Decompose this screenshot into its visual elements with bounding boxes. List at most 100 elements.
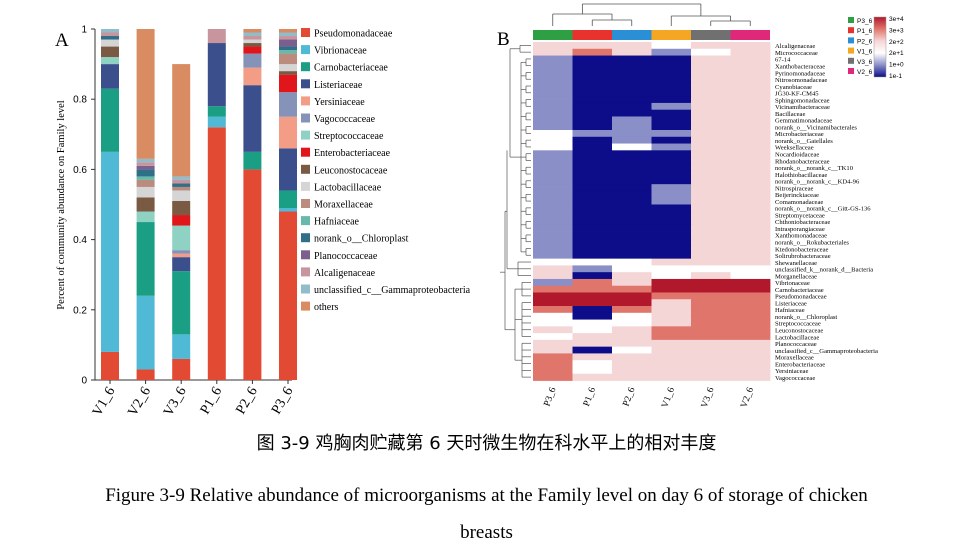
caption-chinese: 图 3-9 鸡胸肉贮藏第 6 天时微生物在科水平上的相对丰度 [256,433,717,454]
legend-entry: Planococcaceae [314,251,378,262]
legend-entry: Yersiniaceae [314,97,365,108]
heatmap-cell [533,62,573,70]
heatmap-cell [691,184,731,192]
heatmap-cell [691,204,731,212]
heatmap-column-label: P2_6 [621,386,637,408]
heatmap-cell [651,150,692,158]
heatmap-cell [691,326,731,334]
bar-segment [172,179,191,184]
heatmap-row-label: Xanthobacteraceae [775,63,825,70]
bar-segment [279,71,297,75]
heatmap-row-label: 67-14 [775,57,791,64]
heatmap-cell [533,170,573,178]
heatmap-cell [651,285,692,293]
heatmap-cell [651,245,692,253]
heatmap-row-label: norank_o__norank_c__Gitt-GS-136 [775,206,871,213]
bar-segment [136,176,155,180]
bar-segment [243,169,262,380]
heatmap-cell [651,360,692,368]
heatmap-cell [651,299,692,307]
bar-segment [207,116,226,128]
heatmap-cell [651,346,692,354]
heatmap-row-label: Streptomycetaceae [775,212,825,219]
heatmap-cell [651,326,692,334]
bar-segment [136,162,155,166]
heatmap-cell [533,218,573,226]
legend-swatch [301,216,310,226]
heatmap-cell [612,177,652,185]
heatmap-cell [730,224,771,232]
heatmap-cell [730,231,771,239]
heatmap-cell [691,231,731,239]
heatmap-row-label: Alcaligenaceae [775,43,815,50]
heatmap-row-label: Weeksellaceae [775,145,814,152]
heatmap-cell [572,96,613,104]
bar-segment [172,64,191,177]
heatmap-cell [730,373,771,381]
heatmap-cell [612,190,652,199]
heatmap-cell [533,102,573,111]
heatmap-cell [612,258,652,266]
bar-segment [279,64,297,72]
heatmap-cell [730,62,771,70]
bar-segment [101,88,119,152]
legend-swatch [301,181,310,191]
bar-segment [207,106,226,117]
heatmap-cell [533,245,573,253]
heatmap-row-label: norank_o__norank_c__KD4-96 [775,179,860,186]
heatmap-cell [612,339,652,348]
panel-b-heatmap: B AlcaligenaceaeMicrococcaceae67-14Xantho… [497,3,904,409]
heatmap-cell [691,163,731,172]
bar-segment [279,53,297,65]
heatmap-cell [572,333,613,341]
heatmap-cell [533,89,573,97]
bar-segment [207,127,226,380]
caption-english-line2: breasts [460,522,513,543]
heatmap-row-label: Enterobacteriaceae [775,361,825,368]
heatmap-cell [612,251,652,260]
bar-segment [101,36,119,40]
bar-segment [243,85,262,152]
column-group-bar [533,30,573,40]
heatmap-cell [612,42,652,50]
legend-entry: Hafniaceae [314,217,360,228]
heatmap-cell [691,306,731,314]
heatmap-cell [533,258,573,266]
color-scale-label: 2e+1 [889,50,904,57]
legend-entry: Carnobacteriaceae [314,63,388,74]
heatmap-cell [612,319,652,327]
heatmap-cell [572,319,613,327]
heatmap-cell [533,48,573,56]
heatmap-cell [612,123,652,131]
heatmap-cell [730,366,771,375]
bar-segment [243,29,262,33]
heatmap-cell [730,82,771,90]
heatmap-cell [572,163,613,172]
heatmap-cell [572,190,613,199]
heatmap-cell [533,184,573,192]
x-tick-label: P2_6 [233,385,260,417]
bar-segment [136,179,155,187]
heatmap-row-label: Yersiniaceae [775,368,808,375]
heatmap-cell [572,177,613,185]
heatmap-row-label: Planococcaceae [775,341,817,348]
heatmap-cell [572,373,613,381]
heatmap-cell [572,62,613,70]
heatmap-row-label: Nocardioidaceae [775,151,819,158]
heatmap-cell [691,333,731,341]
heatmap-cell [572,265,613,273]
bar-segment [279,190,297,209]
heatmap-cell [533,177,573,185]
heatmap-cell [533,109,573,117]
legend-entry: Vibrionaceae [314,46,367,57]
heatmap-row-label: Solirubrobacteraceae [775,253,831,260]
bar-segment [172,250,191,254]
x-tick-label: V2_6 [126,385,155,419]
x-tick-label: V1_6 [90,385,119,419]
bar-segment [279,208,297,212]
heatmap-cell [612,312,652,320]
heatmap-cell [612,89,652,97]
heatmap-cell [691,339,731,348]
bar-segment [136,165,155,170]
legend-entry: Alcaligenaceae [314,268,376,279]
